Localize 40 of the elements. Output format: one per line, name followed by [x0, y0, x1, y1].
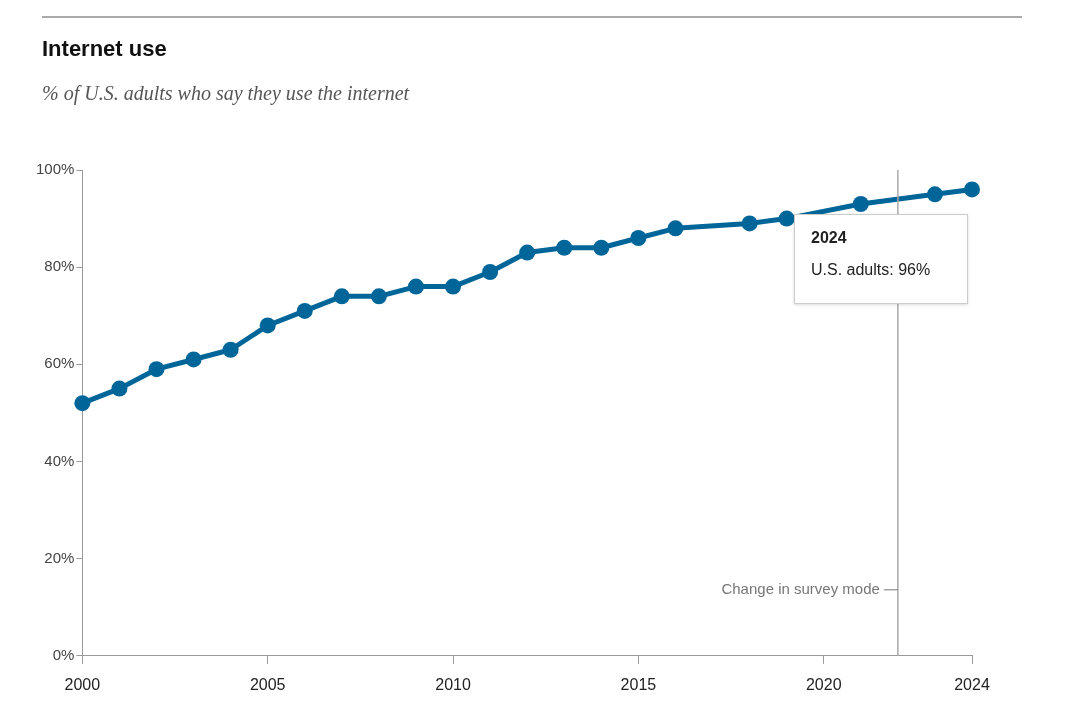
- point: [667, 220, 684, 237]
- y-tick-label: 40%: [44, 451, 75, 469]
- point: [926, 186, 943, 203]
- y-tick-label: 80%: [44, 257, 75, 275]
- y-tick-label: 0%: [52, 645, 75, 663]
- point: [296, 302, 313, 319]
- x-tick-label: 2024: [954, 675, 990, 693]
- point: [556, 239, 573, 256]
- point: [741, 215, 758, 232]
- point: [852, 196, 869, 213]
- point: [964, 181, 980, 198]
- x-tick-label: 2005: [249, 675, 286, 693]
- point: [593, 239, 610, 256]
- x-tick-label: 2020: [805, 675, 842, 693]
- chart-title: Internet use: [42, 36, 167, 62]
- point: [148, 361, 165, 378]
- y-tick-label: 60%: [44, 354, 75, 372]
- point: [111, 380, 128, 397]
- x-tick-label: 2010: [435, 675, 471, 693]
- point: [778, 210, 795, 227]
- annotation: U.S. adults: 96%: [811, 261, 932, 279]
- point: [445, 278, 462, 295]
- point: [222, 341, 239, 358]
- point: [482, 264, 499, 281]
- point: [185, 351, 202, 368]
- y-tick-label: 20%: [44, 548, 75, 566]
- chart-subtitle: % of U.S. adults who say they use the internet: [42, 82, 410, 105]
- y-tick-label: 100%: [35, 160, 75, 178]
- point: [407, 278, 424, 295]
- annotation: 2024: [811, 229, 848, 247]
- point: [333, 288, 350, 305]
- point: [259, 317, 276, 334]
- x-tick-label: 2015: [620, 675, 657, 693]
- point: [74, 395, 91, 412]
- ref-line-label: Change in survey mode: [721, 579, 880, 597]
- x-tick-label: 2000: [64, 675, 101, 693]
- point: [630, 230, 647, 247]
- tooltip-box: 2024 U.S. adults: 96%: [794, 214, 968, 304]
- point: [519, 244, 536, 261]
- point: [370, 288, 387, 305]
